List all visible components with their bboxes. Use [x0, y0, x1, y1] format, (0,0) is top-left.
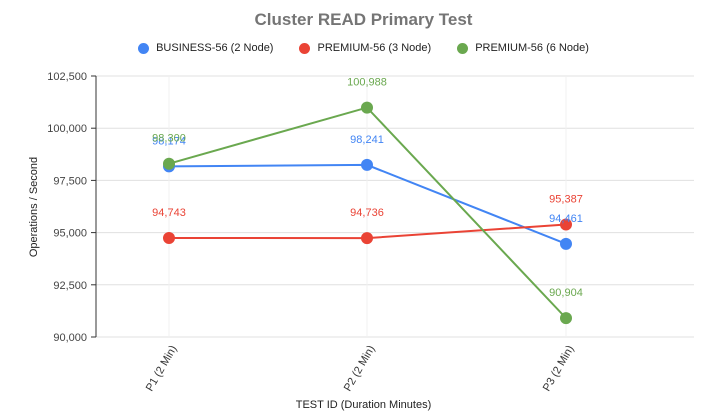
- legend: BUSINESS-56 (2 Node) PREMIUM-56 (3 Node)…: [0, 42, 727, 54]
- y-tick-label: 92,500: [53, 280, 87, 292]
- data-point: [560, 312, 572, 325]
- data-label: 98,300: [152, 133, 186, 145]
- data-label: 98,174: [152, 135, 186, 147]
- y-axis-title: Operations / Second: [28, 156, 40, 258]
- data-point: [560, 237, 572, 250]
- y-tick-label: 90,000: [53, 332, 87, 344]
- data-point: [163, 157, 175, 170]
- legend-dot-icon: [138, 42, 150, 54]
- data-label: 94,461: [549, 213, 583, 225]
- legend-item-premium-56-6[interactable]: PREMIUM-56 (6 Node): [457, 42, 589, 54]
- legend-label: PREMIUM-56 (3 Node): [317, 42, 432, 54]
- data-label: 98,241: [350, 134, 384, 146]
- x-tick-label: P3 (2 Min): [541, 344, 577, 394]
- data-point: [361, 232, 373, 245]
- data-label: 100,988: [347, 77, 387, 89]
- y-tick-label: 97,500: [53, 175, 87, 187]
- data-point: [560, 218, 572, 231]
- x-tick-label: P2 (2 Min): [342, 344, 378, 394]
- x-tick-label: P1 (2 Min): [144, 344, 180, 394]
- legend-label: PREMIUM-56 (6 Node): [475, 42, 589, 54]
- y-tick-label: 95,000: [53, 228, 87, 240]
- legend-dot-icon: [299, 42, 311, 54]
- x-axis-title: TEST ID (Duration Minutes): [295, 399, 432, 411]
- legend-dot-icon: [457, 42, 469, 54]
- legend-item-business-56[interactable]: BUSINESS-56 (2 Node): [138, 42, 273, 54]
- data-point: [361, 158, 373, 171]
- data-label: 94,736: [350, 207, 384, 219]
- y-tick-label: 100,000: [47, 123, 87, 135]
- data-label: 95,387: [549, 194, 583, 206]
- data-label: 94,743: [152, 207, 186, 219]
- legend-label: BUSINESS-56 (2 Node): [156, 42, 274, 54]
- data-point: [163, 231, 175, 244]
- y-tick-label: 102,500: [47, 71, 87, 83]
- chart-title: Cluster READ Primary Test: [254, 10, 473, 29]
- legend-item-premium-56-3[interactable]: PREMIUM-56 (3 Node): [299, 42, 431, 54]
- data-label: 90,904: [549, 287, 583, 299]
- data-point: [361, 101, 373, 114]
